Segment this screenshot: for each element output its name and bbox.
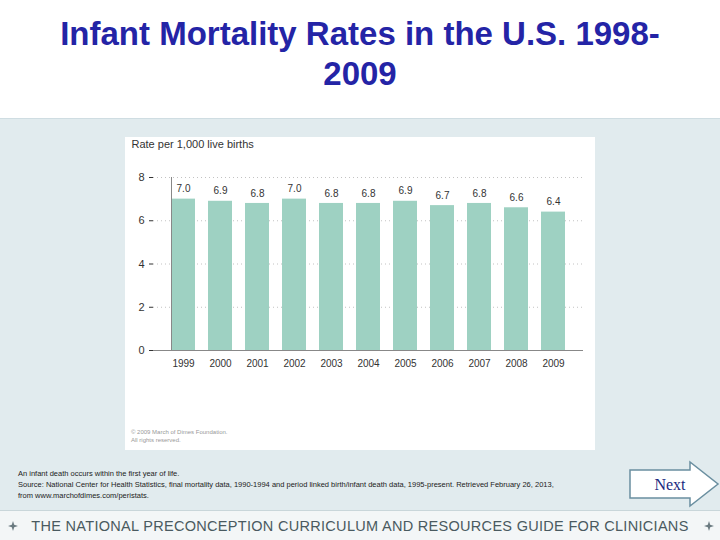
html-text:An infant death occurs within: An infant death occurs within the first …: [18, 469, 180, 478]
html-text:THE NATIONAL PRECONCEPTION CUR: THE NATIONAL PRECONCEPTION CURRICULUM AN…: [31, 518, 689, 534]
html-text:Source: National Center for He: Source: National Center for Health Stati…: [18, 480, 554, 489]
html-text:Infant Mortality Rates in the: Infant Mortality Rates in the U.S. 1998-…: [60, 15, 660, 92]
svg-text:8: 8: [138, 171, 144, 183]
svg-text:2006: 2006: [431, 358, 454, 369]
svg-text:2005: 2005: [394, 358, 417, 369]
svg-text:2: 2: [138, 301, 144, 313]
svg-text:4: 4: [138, 258, 144, 270]
svg-text:6.6: 6.6: [510, 192, 524, 203]
svg-text:6.7: 6.7: [436, 190, 450, 201]
svg-text:6: 6: [138, 214, 144, 226]
svg-text:6.9: 6.9: [214, 185, 228, 196]
svg-text:1999: 1999: [172, 358, 195, 369]
svg-text:7.0: 7.0: [177, 183, 191, 194]
svg-text:6.8: 6.8: [325, 188, 339, 199]
html-text:© 2009 March of Dimes Foundati: © 2009 March of Dimes Foundation.: [131, 429, 228, 435]
svg-text:6.9: 6.9: [399, 185, 413, 196]
html-text:from www.marchofdimes.com/peri: from www.marchofdimes.com/peristats.: [18, 491, 149, 500]
svg-text:2007: 2007: [468, 358, 491, 369]
svg-text:2004: 2004: [357, 358, 380, 369]
svg-text:6.8: 6.8: [251, 188, 265, 199]
svg-text:2009: 2009: [542, 358, 565, 369]
svg-text:2003: 2003: [320, 358, 343, 369]
svg-text:7.0: 7.0: [288, 183, 302, 194]
svg-text:6.4: 6.4: [547, 196, 561, 207]
svg-text:0: 0: [138, 344, 144, 356]
svg-text:6.8: 6.8: [473, 188, 487, 199]
svg-text:2001: 2001: [246, 358, 269, 369]
svg-text:Rate per 1,000 live births: Rate per 1,000 live births: [132, 138, 255, 150]
svg-text:6.8: 6.8: [362, 188, 376, 199]
html-text:All rights reserved.: All rights reserved.: [131, 437, 181, 443]
svg-text:2000: 2000: [209, 358, 232, 369]
svg-text:Next: Next: [654, 476, 686, 493]
svg-text:2008: 2008: [505, 358, 528, 369]
svg-text:2002: 2002: [283, 358, 306, 369]
